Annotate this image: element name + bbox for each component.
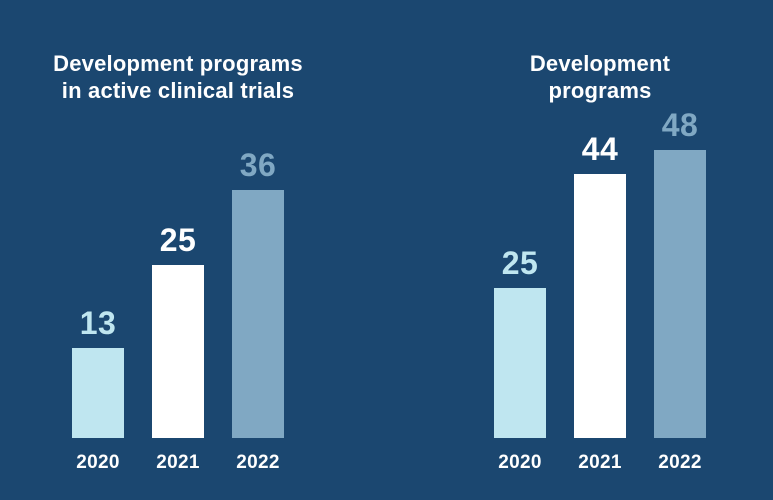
bar <box>232 190 284 438</box>
chart-title: Development programs in active clinical … <box>18 50 338 104</box>
category-label: 2021 <box>156 452 200 473</box>
bars-area: 13 25 36 <box>38 149 318 438</box>
category-row: 2020 2021 2022 <box>38 452 318 474</box>
chart-title-line: Development programs <box>53 51 303 77</box>
category-label: 2020 <box>76 452 120 473</box>
bar-value-label: 36 <box>239 147 277 183</box>
bar <box>654 150 706 438</box>
bar-value-label: 13 <box>79 305 117 341</box>
bar-column: 25 <box>152 224 204 438</box>
chart-title-line: Development <box>529 51 671 77</box>
category-label: 2022 <box>236 452 280 473</box>
bar-column: 36 <box>232 149 284 438</box>
chart-clinical-trials: Development programs in active clinical … <box>38 0 318 500</box>
bar <box>574 174 626 438</box>
category-label: 2022 <box>658 452 702 473</box>
bar-column: 44 <box>574 133 626 438</box>
category-label: 2020 <box>498 452 542 473</box>
bar-column: 13 <box>72 307 124 438</box>
bar-column: 25 <box>494 247 546 438</box>
bar-value-label: 48 <box>661 107 699 143</box>
category-row: 2020 2021 2022 <box>460 452 740 474</box>
bar-value-label: 25 <box>159 222 197 258</box>
bars-area: 25 44 48 <box>460 109 740 438</box>
bar <box>72 348 124 438</box>
bar-value-label: 44 <box>581 131 619 167</box>
bar-value-label: 25 <box>501 245 539 281</box>
category-label: 2021 <box>578 452 622 473</box>
chart-title: Development programs <box>440 50 760 104</box>
chart-title-line: in active clinical trials <box>61 78 295 104</box>
bar-column: 48 <box>654 109 706 438</box>
chart-title-line: programs <box>548 78 652 104</box>
bar <box>152 265 204 438</box>
bar <box>494 288 546 438</box>
chart-development-programs: Development programs 25 44 48 2020 2021 2022 <box>460 0 740 500</box>
